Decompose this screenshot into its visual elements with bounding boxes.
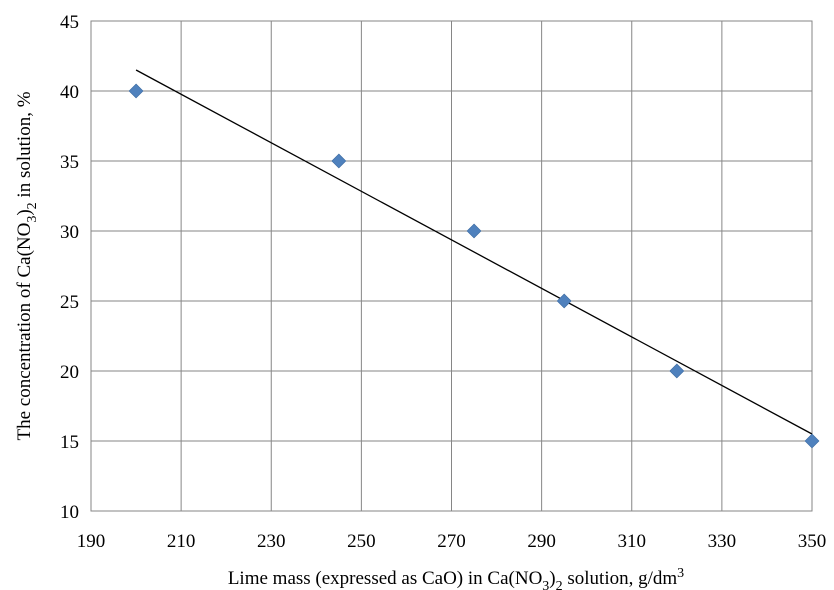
y-tick-label: 35 — [60, 152, 79, 173]
x-tick-label: 310 — [618, 531, 647, 552]
x-tick-label: 250 — [347, 531, 376, 552]
x-tick-label: 210 — [167, 531, 196, 552]
grid — [90, 20, 813, 512]
y-tick-label: 20 — [60, 362, 79, 383]
data-point-diamond — [804, 433, 820, 449]
y-tick-label: 30 — [60, 222, 79, 243]
data-point-diamond — [331, 153, 347, 169]
y-tick-label: 45 — [60, 12, 79, 33]
y-tick-label: 25 — [60, 292, 79, 313]
data-point-diamond — [466, 223, 482, 239]
plot-area-frame — [90, 20, 813, 512]
x-tick-labels: 190 210 230 250 270 290 310 330 350 — [77, 531, 827, 552]
x-tick-label: 290 — [527, 531, 556, 552]
y-tick-labels: 10 15 20 25 30 35 40 45 — [60, 12, 79, 523]
data-point-diamond — [128, 83, 144, 99]
y-axis-label: The concentration of Ca(NO3)2 in solutio… — [14, 91, 40, 440]
x-tick-label: 230 — [257, 531, 286, 552]
data-point-diamond — [669, 363, 685, 379]
y-tick-label: 15 — [60, 432, 79, 453]
data-point-diamond — [556, 293, 572, 309]
x-tick-label: 330 — [708, 531, 737, 552]
x-tick-label: 190 — [77, 531, 106, 552]
x-tick-label: 350 — [798, 531, 827, 552]
x-tick-label: 270 — [437, 531, 466, 552]
trendline — [135, 69, 813, 435]
y-tick-label: 40 — [60, 82, 79, 103]
data-points — [128, 83, 820, 449]
x-axis-label: Lime mass (expressed as CaO) in Ca(NO3)2… — [228, 566, 684, 590]
y-tick-label: 10 — [60, 502, 79, 523]
